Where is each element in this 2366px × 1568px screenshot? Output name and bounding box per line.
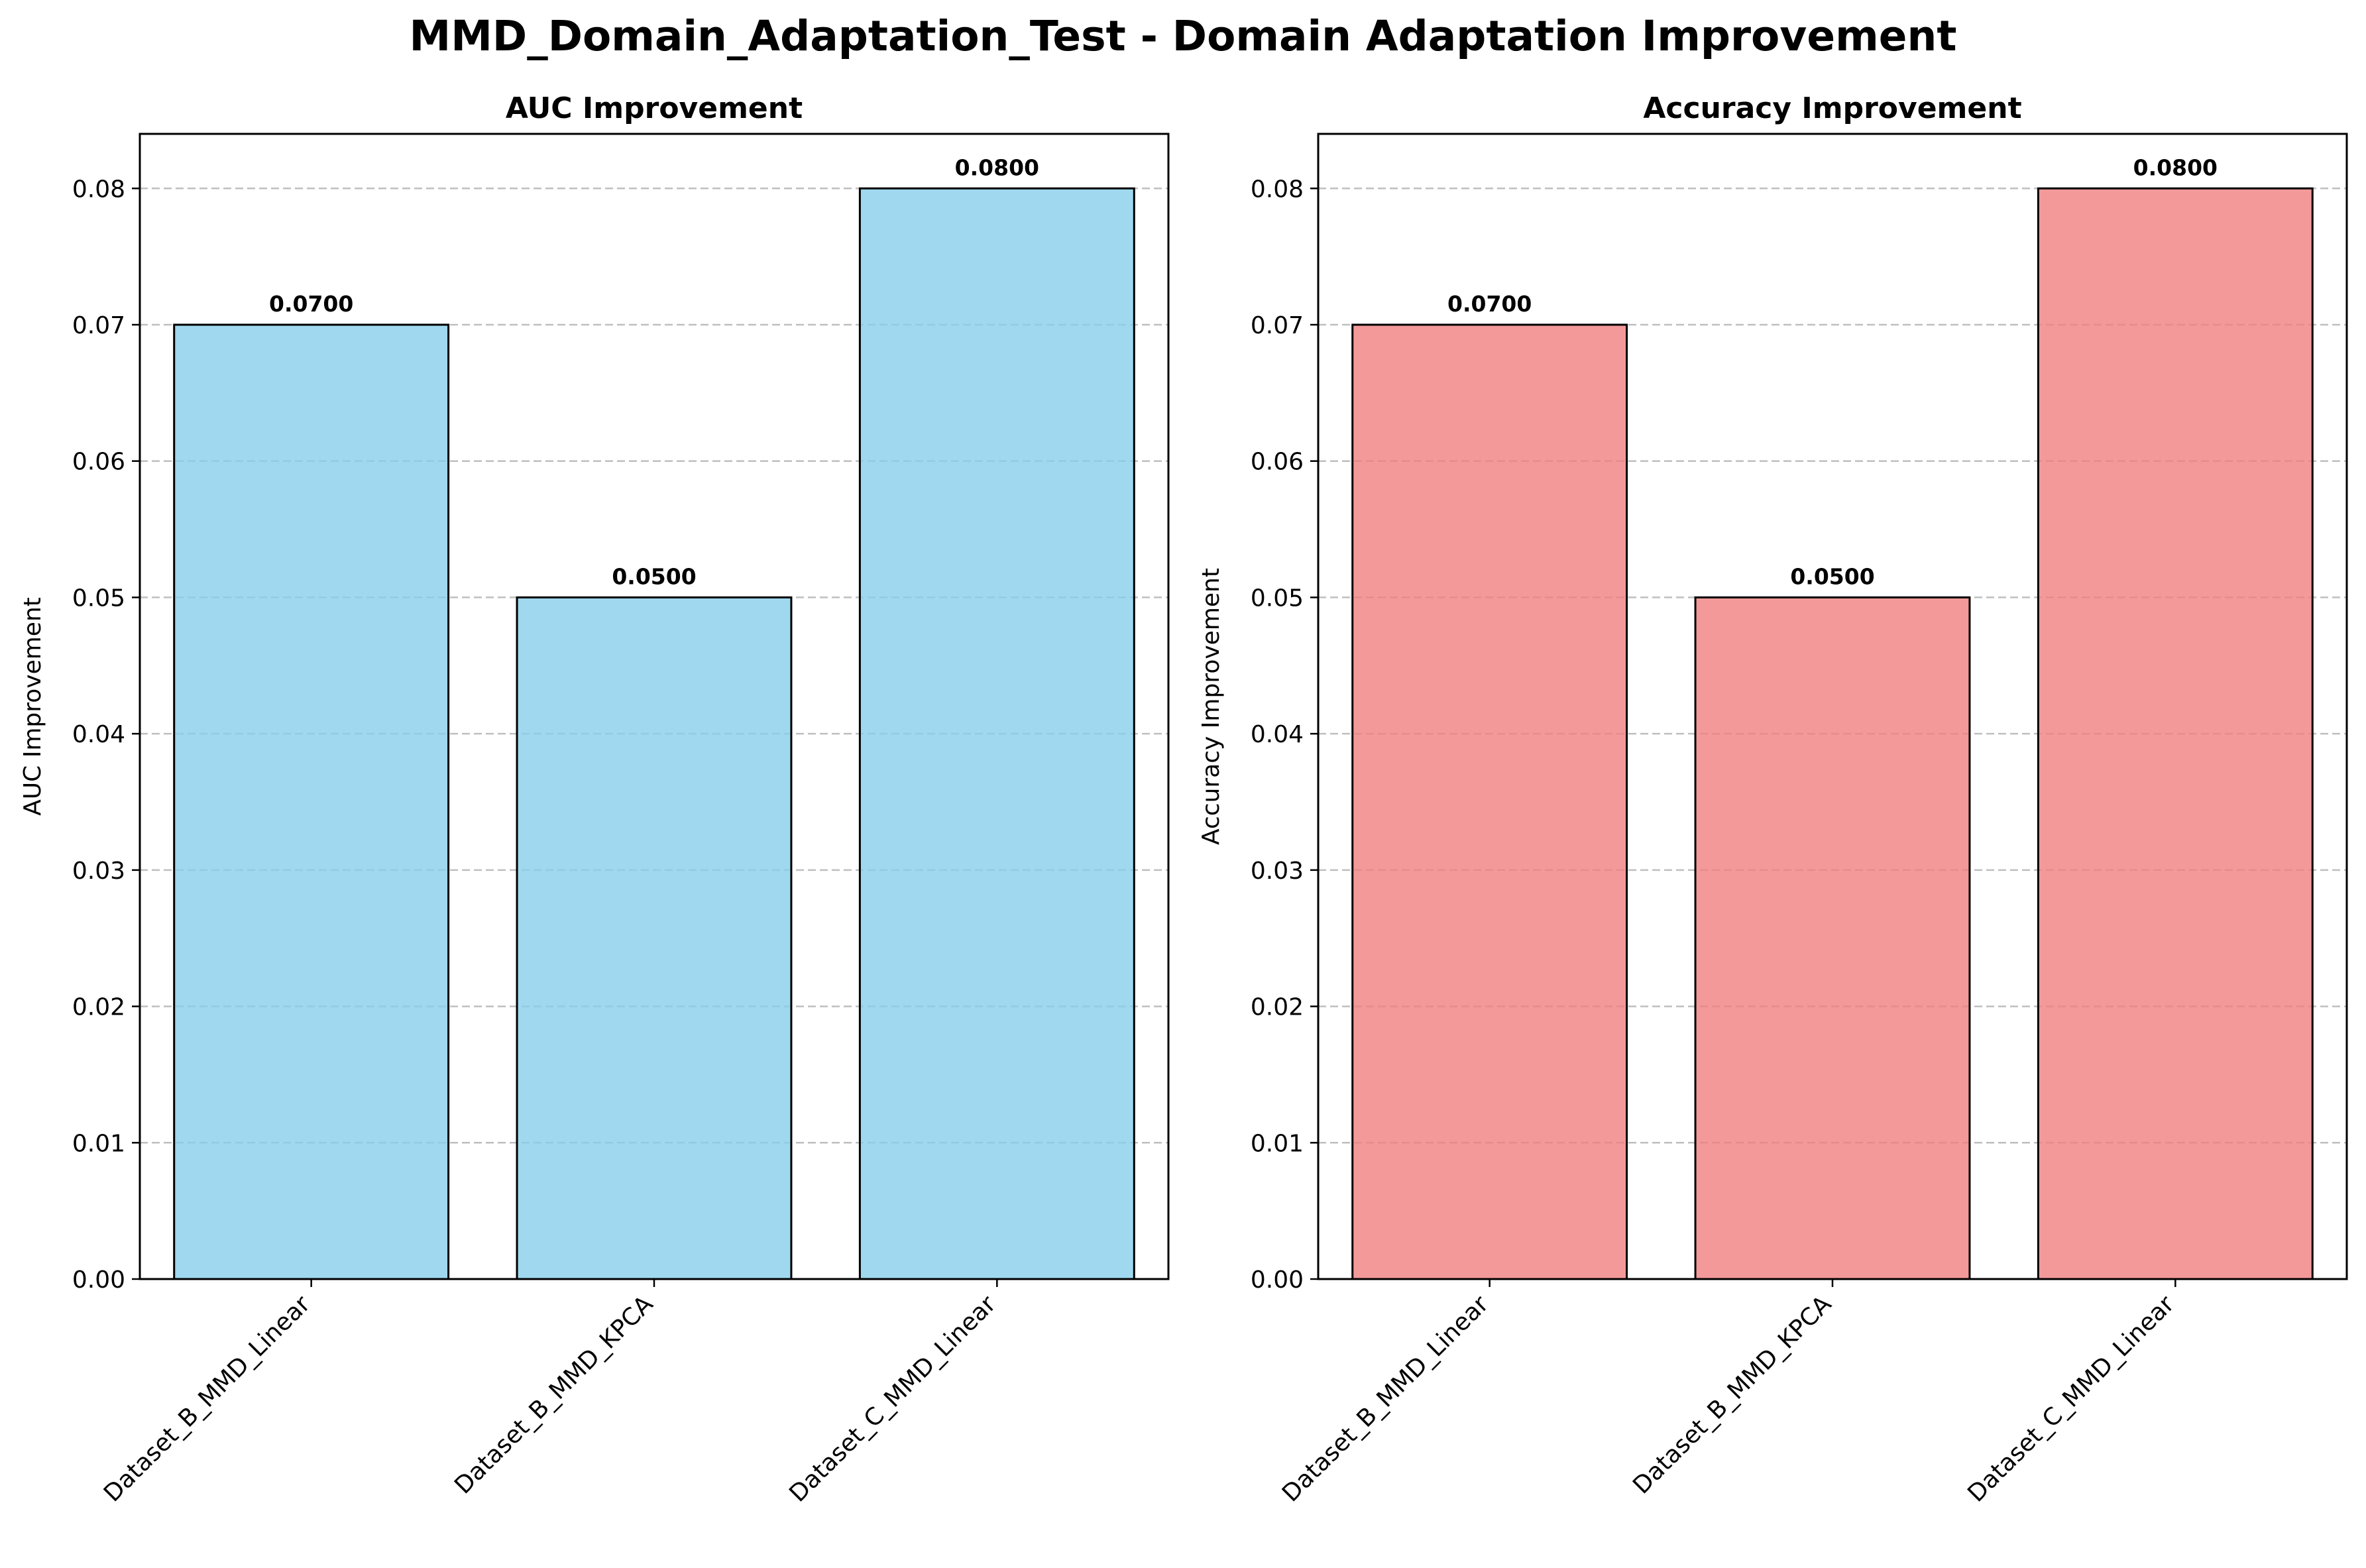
data-label-2: 0.0500 xyxy=(1790,563,1874,589)
y-axis-label: AUC Improvement xyxy=(19,597,46,816)
y-tick-label: 0.03 xyxy=(72,858,125,885)
bar-2 xyxy=(1694,596,1971,1280)
y-tick-label: 0.04 xyxy=(72,721,125,748)
y-tick-label: 0.01 xyxy=(72,1130,125,1157)
y-axis-label: Accuracy Improvement xyxy=(1198,568,1225,845)
plot-frame xyxy=(1317,133,2348,1280)
y-tick-label: 0.08 xyxy=(72,176,125,203)
chart-title: Accuracy Improvement xyxy=(1643,91,2021,125)
y-tick-label: 0.05 xyxy=(72,585,125,612)
y-tick-label: 0.03 xyxy=(1251,858,1304,885)
data-label-1: 0.0700 xyxy=(269,291,353,317)
y-tick-label: 0.05 xyxy=(1251,585,1304,612)
y-tick-label: 0.00 xyxy=(1251,1266,1304,1294)
chart-panel-2: Accuracy Improvement 0.00 0.01 0.02 0.03 0.04… xyxy=(1198,91,2348,1508)
data-label-1: 0.0700 xyxy=(1447,291,1532,317)
bar-2 xyxy=(516,596,793,1280)
y-tick-label: 0.02 xyxy=(72,994,125,1021)
data-label-3: 0.0800 xyxy=(2133,154,2218,180)
bar-3 xyxy=(858,187,1135,1280)
figure-title: MMD_Domain_Adaptation_Test - Domain Adap… xyxy=(410,12,1957,60)
chart-title: AUC Improvement xyxy=(506,91,803,125)
plot-frame xyxy=(139,133,1170,1280)
y-tick-label: 0.06 xyxy=(72,449,125,476)
y-tick-label: 0.00 xyxy=(72,1266,125,1294)
bar-3 xyxy=(2037,187,2314,1280)
y-tick-label: 0.06 xyxy=(1251,449,1304,476)
bar-1 xyxy=(1351,323,1628,1280)
bar-1 xyxy=(173,323,450,1280)
data-label-3: 0.0800 xyxy=(955,154,1039,180)
data-label-2: 0.0500 xyxy=(612,563,696,589)
y-tick-label: 0.04 xyxy=(1251,721,1304,748)
y-tick-label: 0.07 xyxy=(72,312,125,339)
y-tick-label: 0.08 xyxy=(1251,176,1304,203)
y-tick-label: 0.02 xyxy=(1251,994,1304,1021)
y-tick-label: 0.01 xyxy=(1251,1130,1304,1157)
y-tick-label: 0.07 xyxy=(1251,312,1304,339)
